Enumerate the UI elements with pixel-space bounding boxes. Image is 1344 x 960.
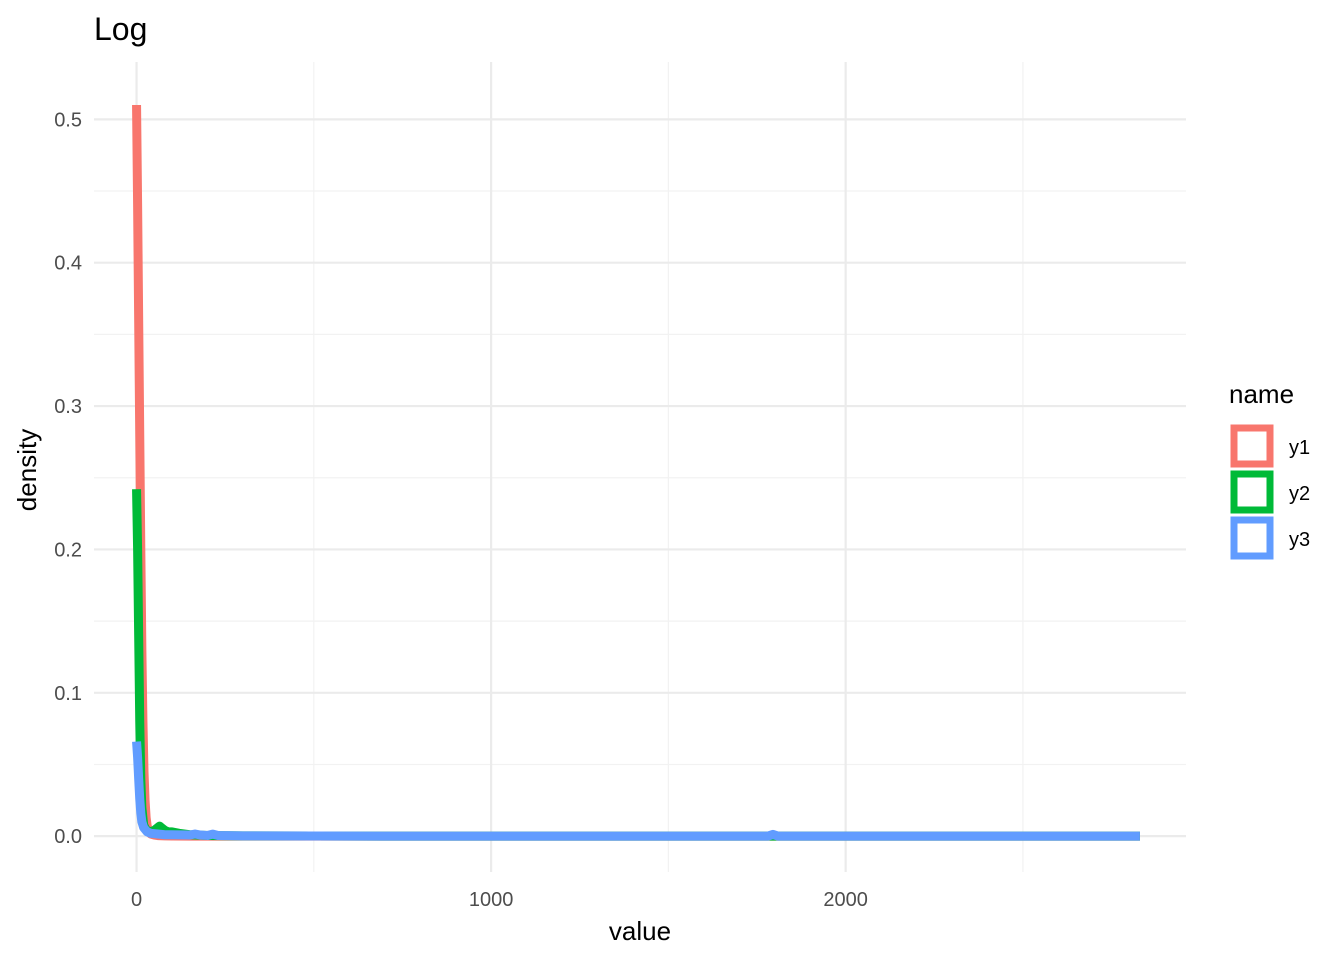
legend-title: name xyxy=(1229,379,1294,409)
y-tick-label: 0.4 xyxy=(54,253,82,275)
legend-key-y3 xyxy=(1230,516,1274,560)
x-tick-label: 0 xyxy=(131,889,142,911)
y-axis-ticks: 0.0 0.1 0.2 0.3 0.4 0.5 xyxy=(54,109,82,848)
y-tick-label: 0.1 xyxy=(54,683,82,705)
legend: name y1 y2 y3 xyxy=(1229,379,1310,560)
series-layer xyxy=(132,104,1140,841)
y-tick-label: 0.3 xyxy=(54,396,82,418)
chart-title: Log xyxy=(94,11,147,47)
legend-key-y1 xyxy=(1230,424,1274,468)
y-tick-label: 0.2 xyxy=(54,539,82,561)
legend-label-y2: y2 xyxy=(1289,483,1310,505)
legend-label-y1: y1 xyxy=(1289,437,1310,459)
x-axis-ticks: 0 1000 2000 xyxy=(131,889,868,911)
y-tick-label: 0.0 xyxy=(54,826,82,848)
grid xyxy=(94,62,1186,872)
y-tick-label: 0.5 xyxy=(54,109,82,131)
series-line-y2 xyxy=(132,489,1140,841)
x-tick-label: 1000 xyxy=(469,889,514,911)
series-line-y1 xyxy=(132,104,1140,841)
x-tick-label: 2000 xyxy=(823,889,868,911)
x-axis-title: value xyxy=(609,916,671,946)
legend-items: y1 y2 y3 xyxy=(1230,424,1310,560)
series-line-y3 xyxy=(132,741,1140,841)
legend-label-y3: y3 xyxy=(1289,529,1310,551)
legend-key-y2 xyxy=(1230,470,1274,514)
y-axis-title: density xyxy=(12,429,42,511)
